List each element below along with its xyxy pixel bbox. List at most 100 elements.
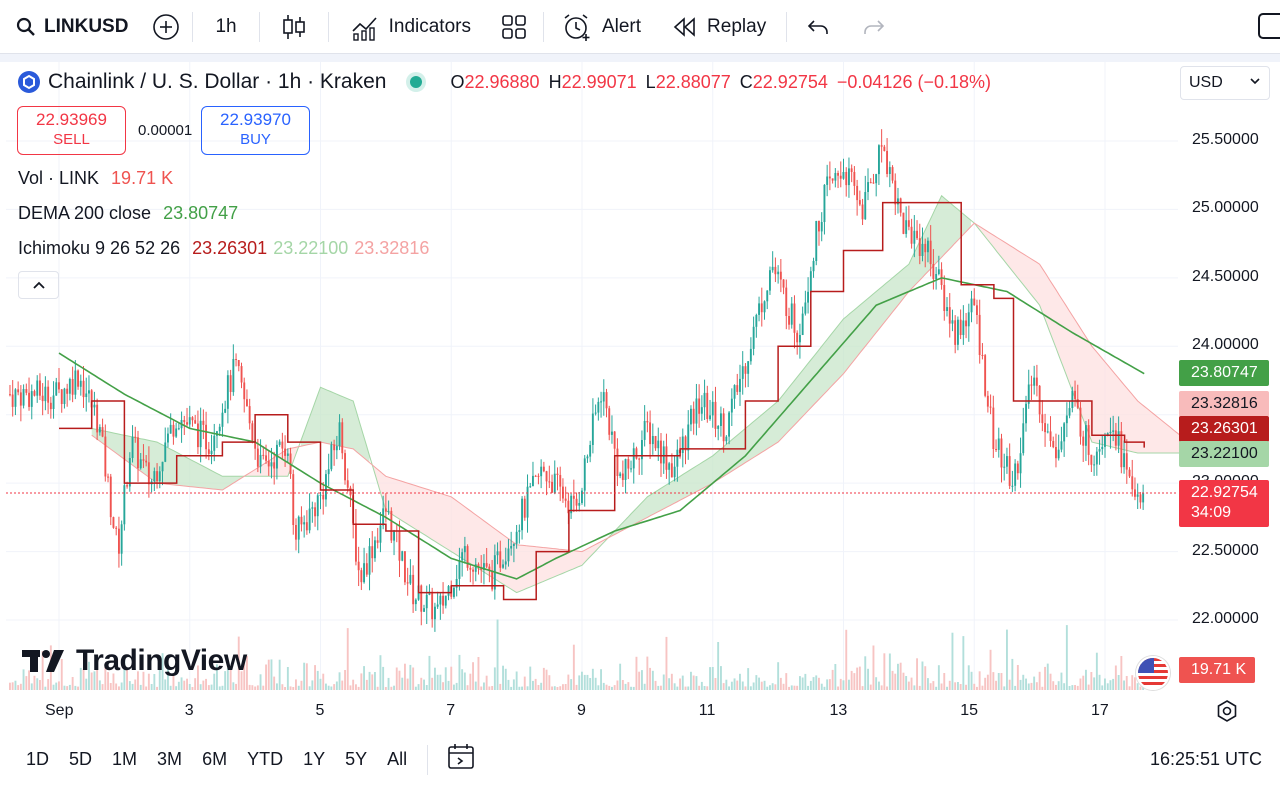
candle-down bbox=[41, 395, 44, 402]
chart-type-button[interactable] bbox=[260, 0, 328, 54]
candle-down bbox=[19, 392, 22, 406]
candle-down bbox=[197, 423, 199, 448]
volume-bar-up bbox=[1057, 681, 1060, 690]
ichimoku-legend[interactable]: Ichimoku 9 26 52 26 23.26301 23.22100 23… bbox=[18, 238, 429, 259]
candle-down bbox=[207, 449, 210, 454]
candle-up bbox=[434, 606, 436, 620]
volume-bar-down bbox=[954, 682, 957, 690]
redo-button[interactable] bbox=[849, 0, 899, 54]
candle-down bbox=[545, 471, 548, 482]
candle-down bbox=[499, 551, 502, 568]
alert-label: Alert bbox=[601, 15, 642, 37]
volume-bar-up bbox=[439, 674, 442, 690]
currency-select[interactable]: USD bbox=[1180, 66, 1270, 100]
candle-down bbox=[186, 422, 188, 425]
axis-settings-button[interactable] bbox=[1216, 700, 1238, 727]
volume-legend[interactable]: Vol · LINK 19.71 K bbox=[18, 168, 173, 189]
candle-up bbox=[93, 404, 96, 408]
volume-bar-down bbox=[995, 680, 997, 690]
range-button-3m[interactable]: 3M bbox=[157, 749, 183, 769]
candle-up bbox=[382, 508, 385, 526]
volume-bar-down bbox=[899, 662, 902, 690]
candle-up bbox=[553, 473, 556, 493]
interval-button[interactable]: 1h bbox=[193, 0, 258, 54]
volume-bar-up bbox=[52, 684, 55, 690]
candle-up bbox=[36, 380, 39, 396]
buy-button[interactable]: 22.93970 BUY bbox=[201, 106, 310, 155]
range-button-1m[interactable]: 1M bbox=[112, 749, 138, 769]
volume-bar-up bbox=[1123, 680, 1125, 690]
range-button-ytd[interactable]: YTD bbox=[247, 749, 284, 769]
candle-up bbox=[521, 498, 523, 531]
candle-down bbox=[237, 360, 240, 367]
volume-bar-up bbox=[335, 681, 338, 690]
candle-up bbox=[591, 413, 594, 445]
volume-bar-up bbox=[374, 672, 376, 690]
candle-down bbox=[976, 305, 978, 315]
volume-bar-up bbox=[1112, 678, 1115, 690]
compare-button[interactable] bbox=[140, 0, 192, 54]
candle-down bbox=[660, 440, 662, 464]
volume-bar-down bbox=[984, 677, 987, 690]
volume-bar-down bbox=[1128, 686, 1131, 690]
candle-up bbox=[709, 415, 711, 420]
volume-bar-down bbox=[404, 663, 406, 690]
add-circle-icon bbox=[152, 13, 180, 41]
date-range-button[interactable] bbox=[446, 743, 476, 776]
volume-bar-up bbox=[632, 686, 635, 690]
us-flag-icon[interactable] bbox=[1136, 656, 1170, 690]
volume-bar-down bbox=[572, 644, 575, 690]
tradingview-logo[interactable]: TradingView bbox=[22, 644, 247, 678]
candle-up bbox=[74, 370, 77, 395]
candle-down bbox=[262, 454, 265, 456]
volume-bar-down bbox=[101, 684, 104, 690]
volume-bar-down bbox=[66, 686, 69, 690]
candle-up bbox=[597, 401, 600, 413]
range-button-1y[interactable]: 1Y bbox=[303, 749, 326, 769]
replay-button[interactable]: Replay bbox=[655, 0, 786, 54]
range-button-5y[interactable]: 5Y bbox=[345, 749, 368, 769]
range-button-6m[interactable]: 6M bbox=[202, 749, 228, 769]
candle-up bbox=[311, 507, 314, 509]
candle-down bbox=[256, 448, 259, 467]
range-button-5d[interactable]: 5D bbox=[69, 749, 93, 769]
market-status-icon[interactable] bbox=[410, 76, 423, 88]
candle-up bbox=[1006, 456, 1008, 467]
range-button-all[interactable]: All bbox=[387, 749, 408, 769]
undo-button[interactable] bbox=[787, 0, 849, 54]
candle-up bbox=[423, 608, 425, 612]
indicators-button[interactable]: Indicators bbox=[329, 0, 485, 54]
candle-down bbox=[605, 392, 608, 409]
templates-button[interactable] bbox=[485, 0, 543, 54]
clock-time[interactable]: 16:25:51 UTC bbox=[1149, 749, 1262, 769]
range-button-1d[interactable]: 1D bbox=[26, 749, 50, 769]
volume-bar-down bbox=[760, 681, 763, 690]
sell-button[interactable]: 22.93969 SELL bbox=[17, 106, 126, 155]
span-a-badge: 23.22100 bbox=[1179, 441, 1269, 467]
candle-up bbox=[809, 271, 812, 292]
volume-bar-down bbox=[202, 680, 205, 690]
close-value: 22.92754 bbox=[752, 71, 828, 92]
time-tick-label: 7 bbox=[446, 702, 456, 719]
symbol-search[interactable]: LINKUSD bbox=[0, 0, 140, 54]
candle-down bbox=[47, 386, 50, 403]
alert-button[interactable]: Alert bbox=[544, 0, 655, 54]
volume-bar-down bbox=[1052, 681, 1055, 690]
volume-bar-up bbox=[444, 667, 447, 690]
volume-bar-up bbox=[662, 674, 665, 690]
candle-down bbox=[828, 176, 831, 179]
volume-bar-down bbox=[556, 687, 559, 690]
tradingview-logo-icon bbox=[22, 650, 64, 672]
candle-down bbox=[973, 298, 976, 306]
volume-bar-up bbox=[957, 682, 959, 690]
volume-bar-up bbox=[1104, 678, 1106, 690]
candle-down bbox=[793, 303, 796, 333]
chart-title[interactable]: Chainlink / U. S. Dollar · 1h · Kraken bbox=[48, 70, 387, 93]
dema-legend[interactable]: DEMA 200 close 23.80747 bbox=[18, 203, 238, 224]
spread-value: 0.00001 bbox=[138, 122, 193, 139]
volume-bar-down bbox=[839, 678, 842, 690]
candle-up bbox=[733, 385, 736, 399]
fullscreen-button[interactable] bbox=[1258, 13, 1280, 39]
collapse-legend-button[interactable] bbox=[18, 271, 59, 299]
